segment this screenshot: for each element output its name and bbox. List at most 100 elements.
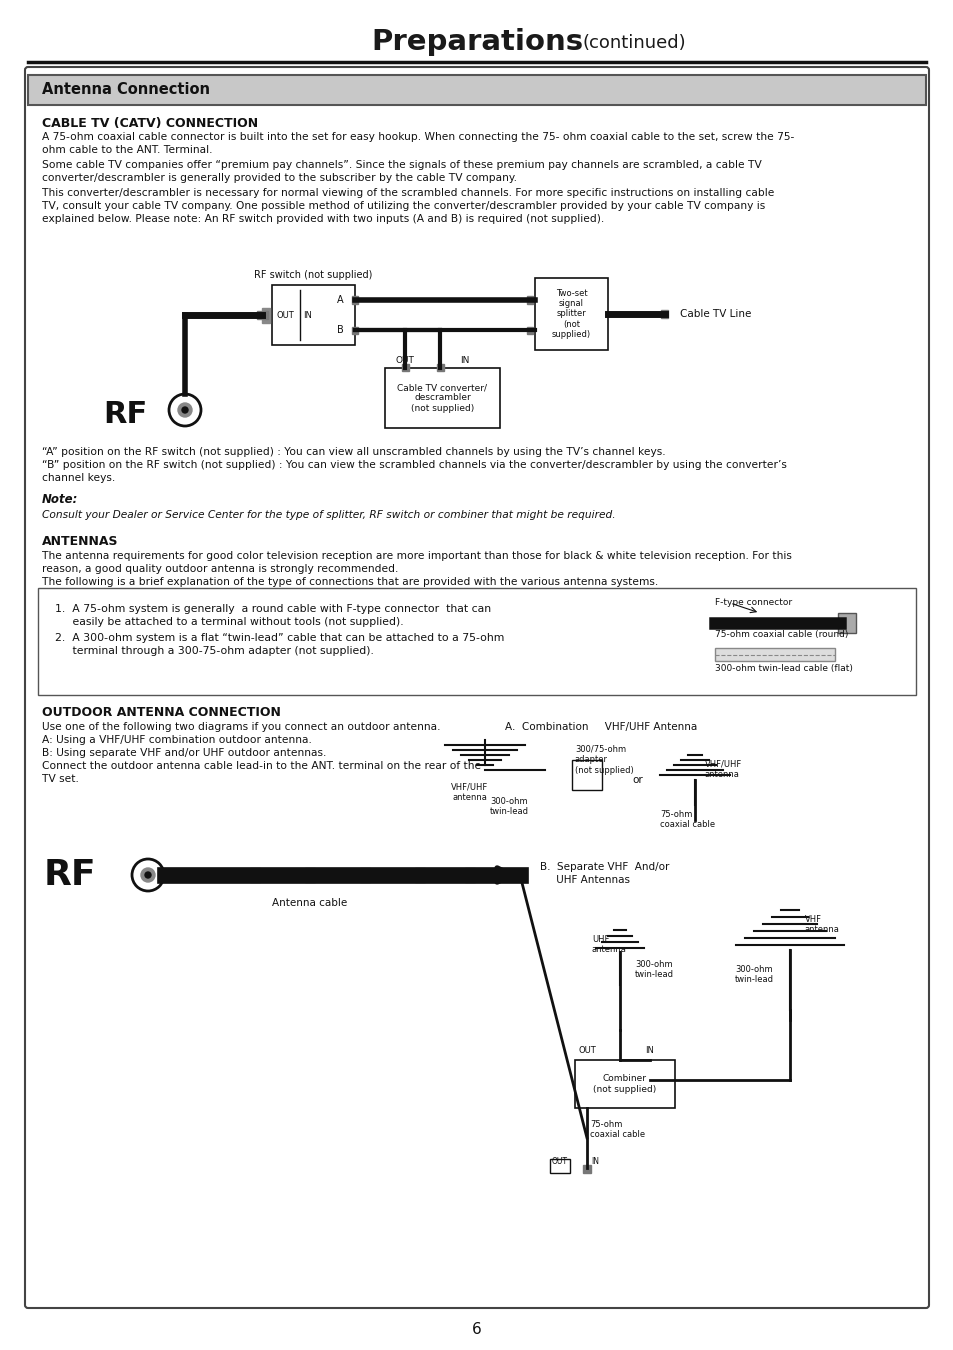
Bar <box>575 1060 675 1108</box>
Text: IN: IN <box>303 310 313 320</box>
Text: 75-ohm coaxial cable (round): 75-ohm coaxial cable (round) <box>714 630 847 640</box>
Text: VHF/UHF
antenna: VHF/UHF antenna <box>704 760 741 779</box>
Text: 1.  A 75-ohm system is generally  a round cable with F-type connector  that can: 1. A 75-ohm system is generally a round … <box>55 603 491 614</box>
Bar <box>262 308 270 313</box>
Text: reason, a good quality outdoor antenna is strongly recommended.: reason, a good quality outdoor antenna i… <box>42 564 398 574</box>
Text: explained below. Please note: An RF switch provided with two inputs (A and B) is: explained below. Please note: An RF swit… <box>42 215 603 224</box>
Text: easily be attached to a terminal without tools (not supplied).: easily be attached to a terminal without… <box>55 617 403 626</box>
Text: Combiner
(not supplied): Combiner (not supplied) <box>593 1075 656 1094</box>
Bar <box>263 310 268 319</box>
Text: B.  Separate VHF  And/or: B. Separate VHF And/or <box>539 863 669 872</box>
Bar <box>415 868 424 882</box>
Text: Some cable TV companies offer “premium pay channels”. Since the signals of these: Some cable TV companies offer “premium p… <box>42 161 760 170</box>
Bar <box>272 285 355 346</box>
Text: B: B <box>336 325 343 335</box>
Text: A: A <box>336 296 343 305</box>
Text: OUT: OUT <box>552 1157 567 1166</box>
Bar <box>262 319 270 323</box>
Text: converter/descrambler is generally provided to the subscriber by the cable TV co: converter/descrambler is generally provi… <box>42 173 517 184</box>
Bar <box>352 296 357 304</box>
Bar <box>38 589 915 695</box>
Bar <box>535 278 607 350</box>
Bar <box>572 760 601 790</box>
Bar <box>359 868 370 882</box>
Text: Consult your Dealer or Service Center for the type of splitter, RF switch or com: Consult your Dealer or Service Center fo… <box>42 510 615 520</box>
Text: UHF
antenna: UHF antenna <box>592 936 626 954</box>
Text: The antenna requirements for good color television reception are more important : The antenna requirements for good color … <box>42 551 791 562</box>
Text: A 75-ohm coaxial cable connector is built into the set for easy hookup. When con: A 75-ohm coaxial cable connector is buil… <box>42 132 794 142</box>
Text: Note:: Note: <box>42 493 78 506</box>
Text: “A” position on the RF switch (not supplied) : You can view all unscrambled chan: “A” position on the RF switch (not suppl… <box>42 447 665 458</box>
Bar <box>352 327 357 333</box>
Bar <box>262 313 270 319</box>
FancyBboxPatch shape <box>25 68 928 1308</box>
Text: OUT: OUT <box>395 356 414 365</box>
Text: RF switch (not supplied): RF switch (not supplied) <box>253 270 372 279</box>
Circle shape <box>141 868 154 882</box>
Text: F-type connector: F-type connector <box>714 598 791 608</box>
Text: IN: IN <box>645 1046 654 1054</box>
Bar <box>582 1165 590 1173</box>
Text: Two-set
signal
splitter
(not
supplied): Two-set signal splitter (not supplied) <box>552 289 591 339</box>
Bar <box>401 364 409 371</box>
Bar <box>464 868 475 882</box>
Text: 300-ohm
twin-lead: 300-ohm twin-lead <box>635 960 673 979</box>
Text: OUTDOOR ANTENNA CONNECTION: OUTDOOR ANTENNA CONNECTION <box>42 706 280 720</box>
Text: Antenna cable: Antenna cable <box>273 898 347 909</box>
Text: ohm cable to the ANT. Terminal.: ohm cable to the ANT. Terminal. <box>42 144 213 155</box>
Text: VHF
antenna: VHF antenna <box>804 915 839 934</box>
Text: RF: RF <box>103 401 147 429</box>
Text: 300-ohm
twin-lead: 300-ohm twin-lead <box>490 796 529 817</box>
Bar <box>526 327 533 333</box>
Text: terminal through a 300-75-ohm adapter (not supplied).: terminal through a 300-75-ohm adapter (n… <box>55 647 374 656</box>
Text: Cable TV Line: Cable TV Line <box>679 309 751 319</box>
Text: IN: IN <box>590 1157 598 1166</box>
Bar <box>714 648 834 662</box>
Text: 2.  A 300-ohm system is a flat “twin-lead” cable that can be attached to a 75-oh: 2. A 300-ohm system is a flat “twin-lead… <box>55 633 504 643</box>
Circle shape <box>178 404 192 417</box>
Text: 75-ohm
coaxial cable: 75-ohm coaxial cable <box>589 1120 644 1139</box>
Bar <box>837 613 855 633</box>
Bar <box>526 296 533 304</box>
Text: Antenna Connection: Antenna Connection <box>42 82 210 97</box>
Text: (continued): (continued) <box>582 34 686 53</box>
Circle shape <box>145 872 151 878</box>
Text: UHF Antennas: UHF Antennas <box>539 875 629 886</box>
Text: Preparations: Preparations <box>371 28 582 55</box>
Text: A: Using a VHF/UHF combination outdoor antenna.: A: Using a VHF/UHF combination outdoor a… <box>42 734 312 745</box>
Text: 300-ohm
twin-lead: 300-ohm twin-lead <box>734 965 773 984</box>
Text: 300/75-ohm
adapter
(not supplied): 300/75-ohm adapter (not supplied) <box>575 745 633 775</box>
Bar <box>28 76 925 105</box>
Text: B: Using separate VHF and/or UHF outdoor antennas.: B: Using separate VHF and/or UHF outdoor… <box>42 748 326 757</box>
Text: “B” position on the RF switch (not supplied) : You can view the scrambled channe: “B” position on the RF switch (not suppl… <box>42 460 786 470</box>
Text: RF: RF <box>44 859 96 892</box>
Text: Use one of the following two diagrams if you connect an outdoor antenna.: Use one of the following two diagrams if… <box>42 722 440 732</box>
Bar <box>660 310 667 319</box>
Text: 300-ohm twin-lead cable (flat): 300-ohm twin-lead cable (flat) <box>714 664 852 674</box>
Text: Connect the outdoor antenna cable lead-in to the ANT. terminal on the rear of th: Connect the outdoor antenna cable lead-i… <box>42 761 480 771</box>
Text: channel keys.: channel keys. <box>42 472 115 483</box>
Text: TV, consult your cable TV company. One possible method of utilizing the converte: TV, consult your cable TV company. One p… <box>42 201 764 211</box>
Text: OUT: OUT <box>578 1046 596 1054</box>
Bar <box>250 868 260 882</box>
Text: TV set.: TV set. <box>42 774 79 784</box>
Text: IN: IN <box>460 356 469 365</box>
Text: The following is a brief explanation of the type of connections that are provide: The following is a brief explanation of … <box>42 576 658 587</box>
Bar <box>550 1160 569 1173</box>
Bar <box>305 868 314 882</box>
Circle shape <box>182 406 188 413</box>
Text: 6: 6 <box>472 1323 481 1338</box>
Bar <box>28 76 925 105</box>
Text: 75-ohm
coaxial cable: 75-ohm coaxial cable <box>659 810 715 829</box>
Text: This converter/descrambler is necessary for normal viewing of the scrambled chan: This converter/descrambler is necessary … <box>42 188 774 198</box>
Text: or: or <box>632 775 642 784</box>
Text: CABLE TV (CATV) CONNECTION: CABLE TV (CATV) CONNECTION <box>42 117 258 130</box>
Text: ANTENNAS: ANTENNAS <box>42 535 118 548</box>
Text: VHF/UHF
antenna: VHF/UHF antenna <box>451 783 488 802</box>
Text: OUT: OUT <box>275 310 294 320</box>
Text: Cable TV converter/
descrambler
(not supplied): Cable TV converter/ descrambler (not sup… <box>397 383 487 413</box>
Bar <box>436 364 443 371</box>
Bar <box>385 369 499 428</box>
Text: A.  Combination     VHF/UHF Antenna: A. Combination VHF/UHF Antenna <box>504 722 697 732</box>
Bar <box>256 310 262 319</box>
